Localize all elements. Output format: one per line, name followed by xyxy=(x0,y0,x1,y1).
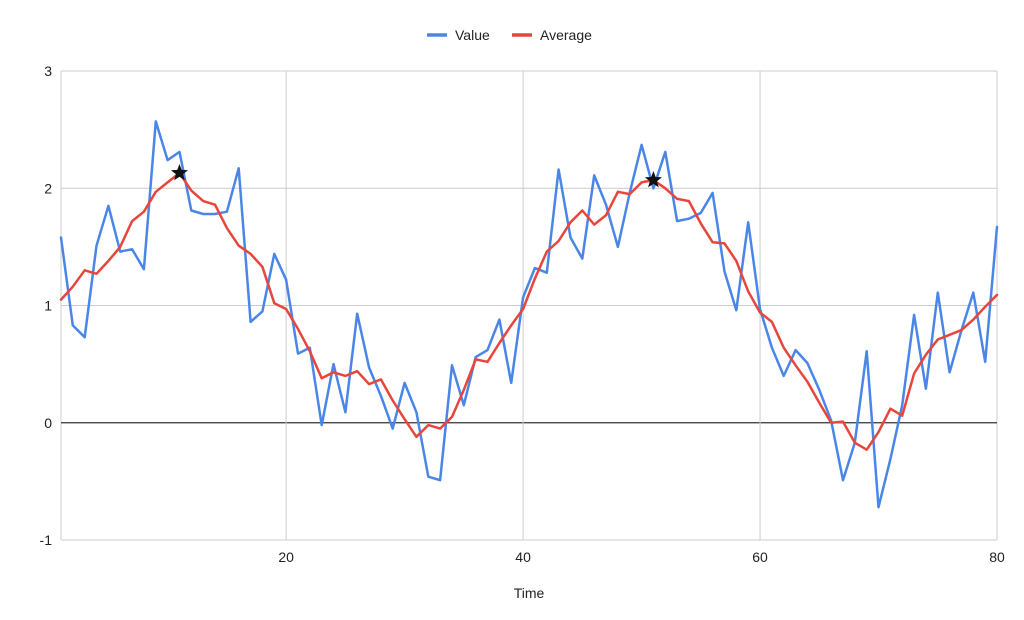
series-line-value xyxy=(59,120,999,509)
y-tick-label: -1 xyxy=(40,532,53,548)
legend: Value Average xyxy=(427,27,592,43)
y-tick-label: 2 xyxy=(44,180,52,196)
y-tick-label: 3 xyxy=(44,63,52,79)
x-tick-label: 80 xyxy=(989,549,1005,565)
star-marker xyxy=(170,164,189,181)
y-axis-tick-labels: -1 0 1 2 3 xyxy=(40,63,53,548)
star-marker xyxy=(644,171,662,188)
legend-label-average: Average xyxy=(540,27,592,43)
x-tick-label: 40 xyxy=(515,549,531,565)
x-tick-label: 60 xyxy=(752,549,768,565)
gridlines xyxy=(60,70,998,541)
series-lines xyxy=(59,120,999,509)
star-markers xyxy=(170,164,662,188)
y-tick-label: 1 xyxy=(44,298,52,314)
x-tick-label: 20 xyxy=(278,549,294,565)
x-axis-tick-labels: 20 40 60 80 xyxy=(278,549,1005,565)
x-axis-title: Time xyxy=(514,585,545,601)
y-tick-label: 0 xyxy=(44,415,52,431)
series-line-average xyxy=(59,171,999,451)
legend-label-value: Value xyxy=(455,27,490,43)
